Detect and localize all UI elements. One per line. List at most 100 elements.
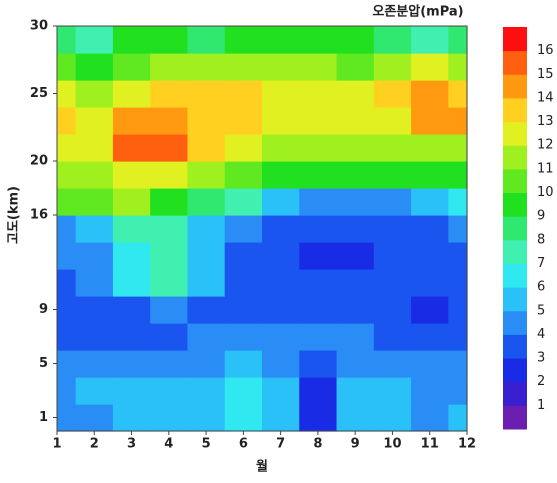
contour-cell — [224, 323, 263, 351]
contour-cell — [448, 242, 468, 270]
colorbar-swatch — [503, 27, 527, 52]
contour-cell — [262, 404, 300, 432]
contour-cell — [57, 242, 77, 270]
contour-cell — [57, 53, 77, 81]
contour-cell — [373, 26, 412, 54]
contour-cell — [299, 53, 338, 81]
plot-frame — [56, 25, 468, 432]
contour-cell — [262, 242, 300, 270]
contour-cell — [448, 323, 468, 351]
contour-cell — [448, 161, 468, 189]
contour-cell — [299, 215, 338, 243]
contour-cell — [150, 377, 189, 405]
contour-cell — [299, 269, 338, 297]
contour-cell — [57, 80, 77, 108]
contour-cell — [112, 26, 151, 54]
colorbar-swatch — [503, 192, 527, 217]
contour-cell — [112, 404, 151, 432]
contour-cell — [224, 53, 263, 81]
colorbar-label: 3 — [537, 351, 545, 366]
contour-cell — [187, 350, 226, 378]
contour-cell — [224, 404, 263, 432]
contour-cell — [112, 188, 151, 216]
x-tick-label: 3 — [127, 437, 136, 452]
contour-cell — [373, 377, 412, 405]
contour-cell — [75, 296, 114, 324]
contour-cell — [224, 296, 263, 324]
contour-cell — [448, 296, 468, 324]
x-tick-label: 12 — [458, 437, 476, 452]
contour-cell — [57, 323, 77, 351]
contour-cell — [336, 188, 375, 216]
contour-cell — [187, 53, 226, 81]
y-tick-label: 30 — [30, 19, 48, 34]
contour-cell — [373, 80, 412, 108]
contour-cell — [299, 242, 338, 270]
contour-cell — [75, 161, 114, 189]
contour-cell — [299, 26, 338, 54]
colorbar-label: 12 — [537, 138, 554, 153]
contour-cell — [57, 188, 77, 216]
contour-cell — [112, 80, 151, 108]
contour-cell — [448, 26, 468, 54]
contour-cell — [262, 188, 300, 216]
contour-cell — [373, 323, 412, 351]
contour-cell — [75, 323, 114, 351]
contour-cell — [224, 377, 263, 405]
contour-cell — [299, 377, 338, 405]
contour-cell — [336, 80, 375, 108]
contour-cell — [150, 107, 189, 135]
contour-cell — [150, 215, 189, 243]
contour-cell — [411, 53, 449, 81]
contour-cell — [224, 215, 263, 243]
colorbar-label: 10 — [537, 185, 554, 200]
contour-cell — [187, 215, 226, 243]
contour-cell — [150, 26, 189, 54]
contour-cell — [112, 161, 151, 189]
contour-cell — [299, 404, 338, 432]
contour-cell — [262, 215, 300, 243]
contour-cell — [75, 269, 114, 297]
x-tick-label: 6 — [239, 437, 248, 452]
contour-cell — [224, 107, 263, 135]
contour-cell — [336, 296, 375, 324]
contour-cell — [411, 269, 449, 297]
colorbar-swatch — [503, 239, 527, 264]
contour-cell — [262, 296, 300, 324]
contour-cell — [187, 26, 226, 54]
contour-cell — [411, 296, 449, 324]
x-tick-label: 4 — [164, 437, 173, 452]
contour-cell — [224, 350, 263, 378]
contour-cell — [373, 242, 412, 270]
contour-cell — [373, 134, 412, 162]
contour-cell — [112, 242, 151, 270]
contour-cell — [336, 161, 375, 189]
contour-cell — [262, 53, 300, 81]
colorbar-label: 8 — [537, 232, 545, 247]
contour-cell — [448, 188, 468, 216]
contour-cell — [224, 80, 263, 108]
contour-cell — [336, 26, 375, 54]
colorbar-label: 1 — [537, 398, 545, 413]
contour-cell — [262, 26, 300, 54]
contour-cell — [75, 53, 114, 81]
contour-cell — [448, 80, 468, 108]
contour-cell — [150, 242, 189, 270]
colorbar-label: 9 — [537, 209, 545, 224]
contour-cell — [411, 80, 449, 108]
colorbar-swatch — [503, 74, 527, 99]
colorbar-label: 15 — [537, 67, 554, 82]
contour-cell — [57, 26, 77, 54]
contour-cell — [224, 134, 263, 162]
colorbar-label: 14 — [537, 90, 554, 105]
contour-cell — [112, 323, 151, 351]
contour-cell — [75, 404, 114, 432]
colorbar-swatch — [503, 358, 527, 383]
contour-cell — [336, 323, 375, 351]
x-tick-label: 7 — [276, 437, 285, 452]
y-tick-label: 20 — [30, 154, 48, 169]
contour-cell — [112, 269, 151, 297]
colorbar-label: 13 — [537, 114, 554, 129]
contour-cell — [411, 107, 449, 135]
contour-cell — [150, 296, 189, 324]
